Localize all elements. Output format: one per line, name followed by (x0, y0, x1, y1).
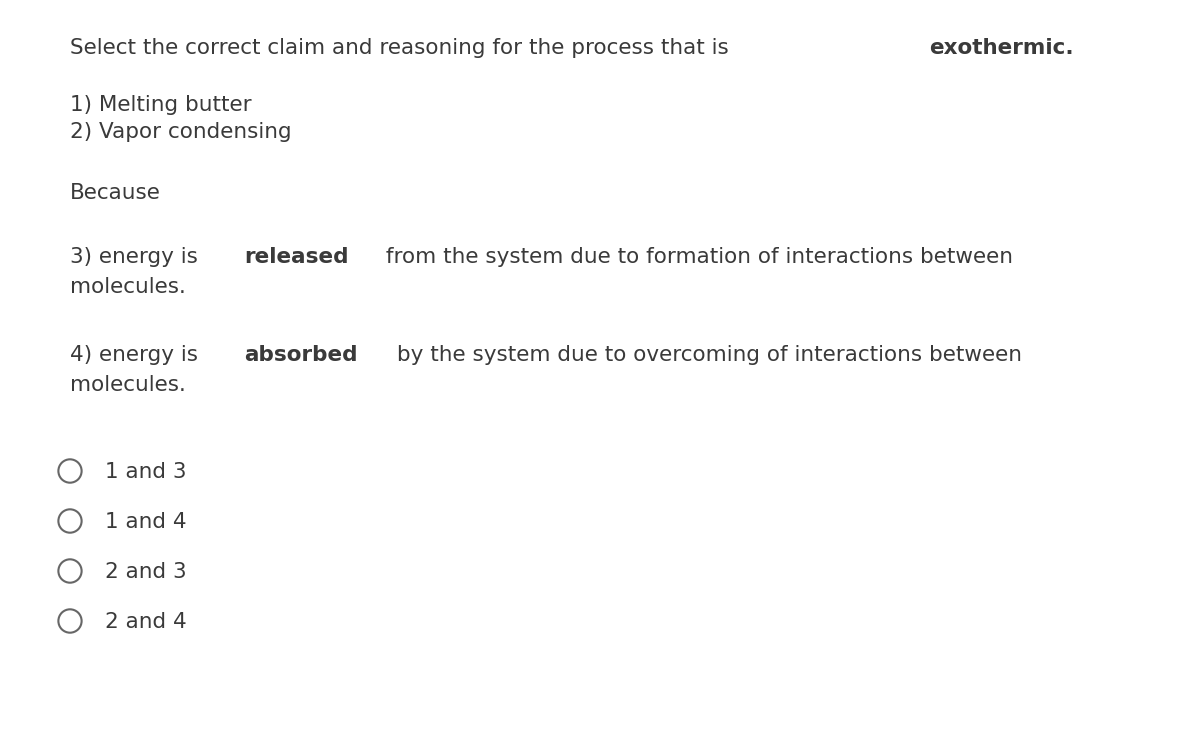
Text: 2 and 3: 2 and 3 (106, 562, 187, 582)
Text: molecules.: molecules. (70, 375, 186, 395)
Text: 2) Vapor condensing: 2) Vapor condensing (70, 122, 292, 142)
Text: from the system due to formation of interactions between: from the system due to formation of inte… (379, 247, 1013, 267)
Text: 4) energy is: 4) energy is (70, 345, 205, 365)
Text: 1 and 3: 1 and 3 (106, 462, 186, 482)
Text: released: released (244, 247, 348, 267)
Text: exothermic.: exothermic. (929, 38, 1074, 58)
Text: 1) Melting butter: 1) Melting butter (70, 95, 252, 115)
Text: molecules.: molecules. (70, 277, 186, 297)
Text: Select the correct claim and reasoning for the process that is: Select the correct claim and reasoning f… (70, 38, 736, 58)
Text: absorbed: absorbed (244, 345, 358, 365)
Text: Because: Because (70, 183, 161, 203)
Text: by the system due to overcoming of interactions between: by the system due to overcoming of inter… (390, 345, 1022, 365)
Text: 3) energy is: 3) energy is (70, 247, 205, 267)
Text: 1 and 4: 1 and 4 (106, 512, 187, 532)
Text: 2 and 4: 2 and 4 (106, 612, 187, 632)
